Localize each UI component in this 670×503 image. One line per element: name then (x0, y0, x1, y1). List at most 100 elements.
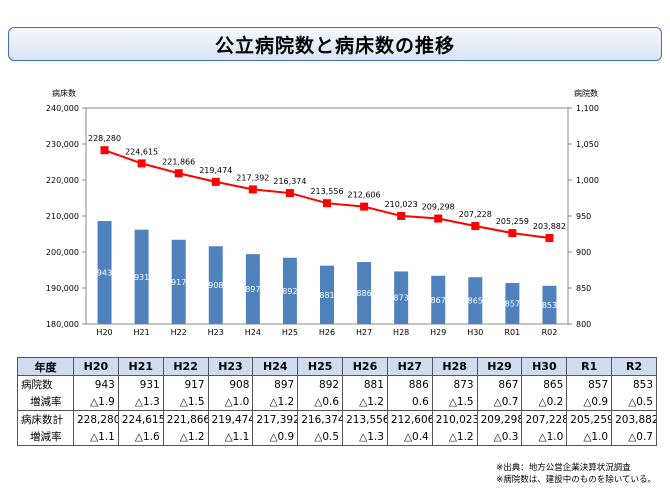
bar (394, 271, 409, 324)
table-cell: △1.2 (431, 428, 478, 446)
table-cell: 207,228 (521, 410, 568, 428)
x-tick-label: H29 (430, 328, 446, 337)
year-header-cell: H24 (252, 357, 299, 376)
bar-value-label: 908 (208, 281, 223, 290)
line-value-label: 203,882 (533, 222, 566, 231)
line-marker (360, 202, 369, 211)
bar-value-label: 881 (319, 291, 334, 300)
left-tick-label: 190,000 (46, 284, 79, 293)
bar (171, 239, 186, 324)
bar-value-label: 917 (171, 278, 186, 287)
x-tick-label: R01 (505, 328, 521, 337)
line-marker (174, 169, 183, 178)
line-marker (285, 189, 294, 198)
bar (505, 282, 520, 324)
hospital-chart: 180,000 190,000 200,000 210,000 220,000 230,0… (46, 88, 599, 337)
table-cell: △1.2 (342, 393, 388, 411)
row-label: 病床数計 (17, 410, 74, 428)
year-header-cell: H28 (431, 357, 478, 376)
table-cell: △0.9 (566, 393, 613, 411)
table-cell: 213,556 (342, 410, 388, 428)
year-header-cell: H26 (342, 357, 388, 376)
x-tick-label: H25 (282, 328, 298, 337)
table-cell: △1.0 (566, 428, 613, 446)
bar-value-label: 857 (505, 299, 520, 308)
x-tick-label: H24 (245, 328, 261, 337)
year-header-cell: R2 (611, 357, 657, 376)
x-tick-label: H20 (96, 328, 112, 337)
table-cell: △1.2 (252, 393, 299, 411)
right-tick-label: 900 (576, 248, 591, 257)
table-cell: △1.6 (117, 428, 164, 446)
x-tick-label: H26 (319, 328, 335, 337)
line-marker (545, 234, 554, 243)
line-value-label: 207,228 (459, 210, 492, 219)
table-row: 病床数計 228,280 224,615 221,866 219,474 217,392 2… (17, 410, 657, 428)
bar-value-label: 931 (134, 273, 149, 282)
table-cell: △0.7 (611, 428, 657, 446)
bar (357, 262, 372, 324)
left-axis-title: 病床数 (52, 88, 76, 98)
table-header-row: 年度 H20 H21 H22 H23 H24 H25 H26 H27 H28 H29 H30 R1 R2 (17, 357, 657, 376)
table-cell: 219,474 (207, 410, 254, 428)
table-cell: 853 (611, 375, 657, 393)
bar (468, 277, 483, 324)
bar (431, 275, 446, 324)
x-tick-label: H30 (467, 328, 483, 337)
line-value-label: 216,374 (273, 177, 306, 186)
right-tick-label: 950 (576, 212, 591, 221)
table-cell: 228,280 (73, 410, 119, 428)
table-cell: 865 (521, 375, 568, 393)
table-cell: 943 (73, 375, 119, 393)
table-cell: △1.5 (431, 393, 478, 411)
table-cell: 212,606 (386, 410, 433, 428)
table-cell: △1.1 (207, 428, 254, 446)
data-table: 年度 H20 H21 H22 H23 H24 H25 H26 H27 H28 H29 H30 R1 R2 … (17, 357, 657, 446)
right-tick-label: 1,100 (576, 104, 599, 113)
table-cell: △1.0 (207, 393, 254, 411)
line-marker (248, 185, 257, 194)
source-notes: ※出典：地方公営企業決算状況調査 ※病院数は、建設中のものを除いている。 (496, 462, 656, 486)
table-cell: △0.5 (297, 428, 344, 446)
year-header-cell: H21 (117, 357, 164, 376)
table-cell: 203,882 (611, 410, 657, 428)
table-cell: △1.2 (162, 428, 209, 446)
line-marker (137, 159, 146, 168)
bar-value-label: 865 (468, 297, 483, 306)
year-header-cell: H23 (207, 357, 254, 376)
line-value-label: 219,474 (199, 166, 232, 175)
title-banner: 公立病院数と病床数の推移 (8, 27, 662, 61)
table-cell: 209,298 (476, 410, 523, 428)
row-label: 増減率 (17, 393, 74, 411)
year-header-cell: H25 (297, 357, 344, 376)
bar (245, 254, 260, 324)
line-marker (397, 211, 406, 220)
table-cell: △0.7 (476, 393, 523, 411)
right-tick-label: 1,050 (576, 140, 599, 149)
bar (134, 229, 149, 324)
left-tick-label: 180,000 (46, 320, 79, 329)
left-tick-label: 220,000 (46, 176, 79, 185)
line-marker (100, 146, 109, 155)
table-cell: 221,866 (162, 410, 209, 428)
table-cell: 224,615 (117, 410, 164, 428)
table-cell: △0.5 (611, 393, 657, 411)
bar-value-label: 943 (97, 269, 112, 278)
line-value-label: 205,259 (496, 217, 529, 226)
year-header-cell: H20 (73, 357, 119, 376)
table-cell: 867 (476, 375, 523, 393)
table-cell: 931 (117, 375, 164, 393)
line-marker (323, 199, 331, 208)
table-cell: △1.3 (342, 428, 388, 446)
table-cell: △0.2 (521, 393, 568, 411)
table-cell: 0.6 (386, 393, 433, 411)
x-tick-label: R02 (542, 328, 558, 337)
note-exclusion: ※病院数は、建設中のものを除いている。 (496, 475, 656, 485)
table-cell: △1.5 (162, 393, 209, 411)
row-label: 病院数 (17, 375, 74, 393)
year-header-cell: H22 (162, 357, 209, 376)
right-tick-label: 1,000 (576, 176, 599, 185)
line-value-label: 224,615 (125, 147, 158, 156)
left-tick-label: 210,000 (46, 212, 79, 221)
table-row: 増減率 △1.1 △1.6 △1.2 △1.1 △0.9 △0.5 △1.3 △0.4 △1.2 △… (17, 428, 657, 446)
